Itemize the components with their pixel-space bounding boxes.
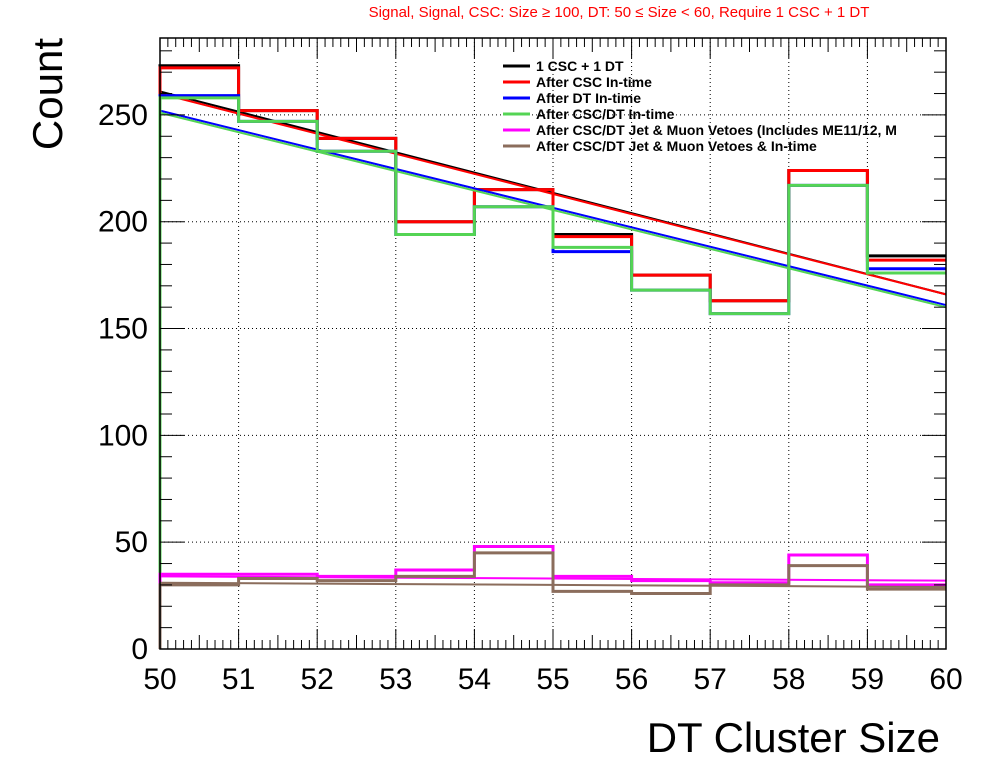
x-tick-label: 52: [301, 663, 334, 696]
legend-entry-3: After CSC/DT In-time: [536, 106, 675, 122]
y-axis-title: Count: [24, 38, 71, 150]
legend-entry-4: After CSC/DT Jet & Muon Vetoes (Includes…: [536, 122, 897, 138]
legend-entry-2: After DT In-time: [536, 90, 641, 106]
x-tick-label: 55: [536, 663, 569, 696]
x-tick-label: 50: [143, 663, 176, 696]
axis-ticks: [159, 38, 947, 650]
legend-entry-0: 1 CSC + 1 DT: [536, 58, 624, 74]
legend-entry-1: After CSC In-time: [536, 74, 652, 90]
y-tick-label: 200: [98, 206, 148, 239]
legend-entry-5: After CSC/DT Jet & Muon Vetoes & In-time: [536, 138, 817, 154]
x-tick-label: 53: [379, 663, 412, 696]
x-tick-label: 60: [929, 663, 962, 696]
x-tick-label: 58: [772, 663, 805, 696]
y-tick-label: 150: [98, 313, 148, 346]
x-axis-title: DT Cluster Size: [647, 714, 940, 761]
y-tick-label: 100: [98, 419, 148, 452]
series-layer: [158, 64, 947, 649]
y-tick-label: 0: [131, 633, 148, 666]
series-3-histogram: [158, 96, 946, 649]
series-3-fit-line: [159, 111, 947, 309]
x-tick-label: 59: [851, 663, 884, 696]
series-5-histogram: [158, 551, 946, 649]
chart-title: Signal, Signal, CSC: Size ≥ 100, DT: 50 …: [369, 4, 870, 21]
x-tick-label: 56: [615, 663, 648, 696]
x-tick-label: 51: [222, 663, 255, 696]
x-tick-label: 54: [458, 663, 491, 696]
series-5-fit-line: [159, 581, 947, 589]
y-tick-label: 50: [115, 526, 148, 559]
series-1-fit-line: [159, 92, 947, 296]
x-tick-label: 57: [694, 663, 727, 696]
y-tick-label: 250: [98, 99, 148, 132]
